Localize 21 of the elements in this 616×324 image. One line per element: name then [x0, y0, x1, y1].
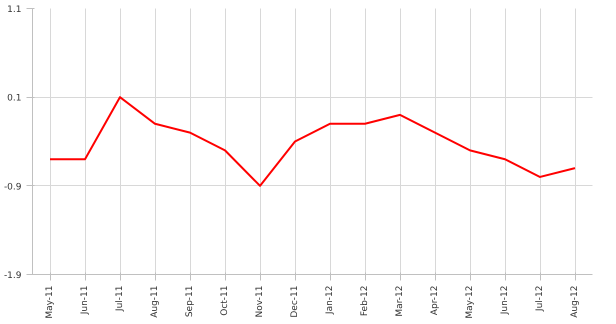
x-tick-label: Mar-12: [395, 285, 405, 317]
x-tick-label: Jan-12: [325, 285, 335, 316]
y-tick-label: 1.1: [7, 5, 22, 15]
x-tick-label: Apr-12: [430, 285, 440, 316]
x-tick-label: Dec-11: [290, 285, 300, 318]
x-tick-label: Jul-12: [535, 285, 545, 312]
x-tick-label: Jun-12: [500, 285, 510, 316]
y-tick-label: -0.9: [4, 182, 22, 192]
x-tick-label: Aug-12: [570, 285, 580, 318]
x-tick-label: May-12: [465, 285, 475, 319]
x-tick-label: Feb-12: [360, 285, 370, 316]
x-tick-label: May-11: [45, 285, 55, 319]
line-series: [49, 96, 576, 187]
x-tick-label: Aug-11: [150, 285, 160, 318]
y-tick-label: 0.1: [7, 94, 22, 104]
x-tick-label: Oct-11: [220, 285, 230, 316]
y-tick-label: -1.9: [4, 271, 22, 281]
x-tick-label: Nov-11: [255, 285, 265, 318]
x-tick-label: Jun-11: [80, 285, 90, 316]
x-tick-label: Jul-11: [115, 285, 125, 312]
x-tick-label: Sep-11: [185, 285, 195, 318]
